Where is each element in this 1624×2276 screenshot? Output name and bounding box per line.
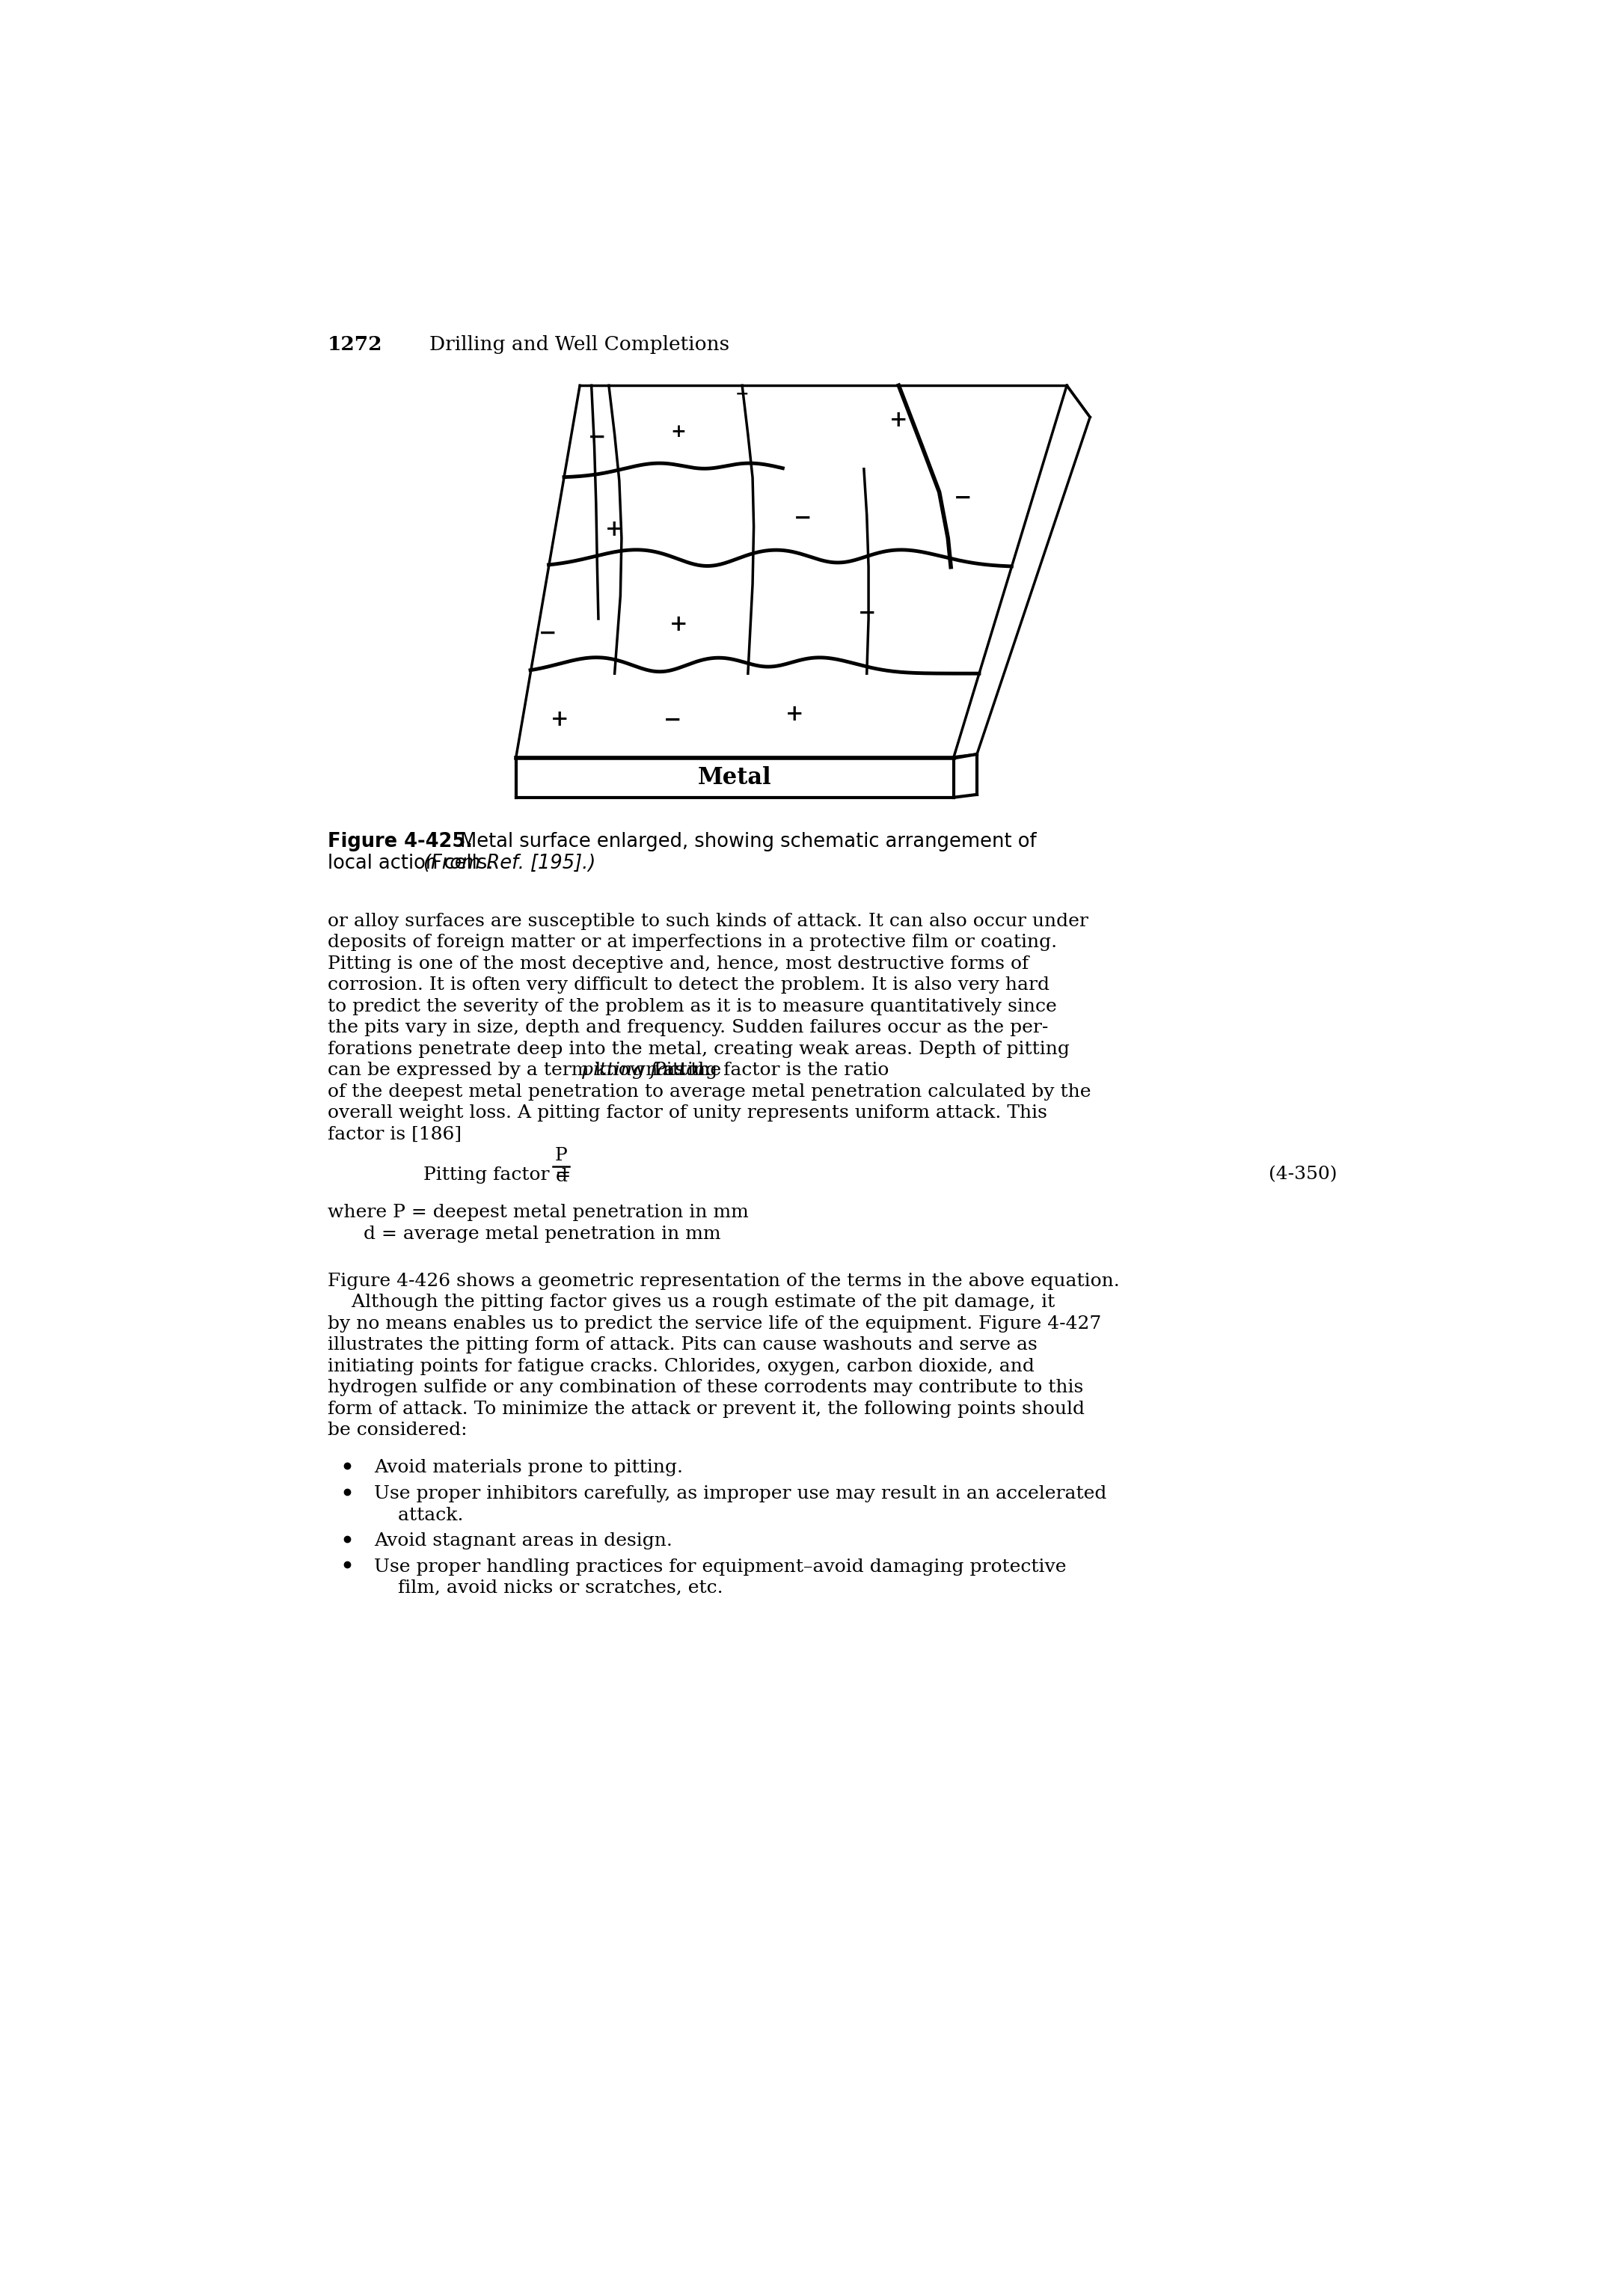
Text: corrosion. It is often very difficult to detect the problem. It is also very har: corrosion. It is often very difficult to… <box>328 976 1049 995</box>
Text: where P = deepest metal penetration in mm: where P = deepest metal penetration in m… <box>328 1204 749 1222</box>
Text: Use proper inhibitors carefully, as improper use may result in an accelerated: Use proper inhibitors carefully, as impr… <box>374 1486 1106 1502</box>
Text: Figure 4-426 shows a geometric representation of the terms in the above equation: Figure 4-426 shows a geometric represent… <box>328 1272 1119 1290</box>
Text: to predict the severity of the problem as it is to measure quantitatively since: to predict the severity of the problem a… <box>328 997 1057 1015</box>
Text: (4-350): (4-350) <box>1268 1165 1337 1184</box>
Text: Metal surface enlarged, showing schematic arrangement of: Metal surface enlarged, showing schemati… <box>455 833 1036 851</box>
Text: local action cells.: local action cells. <box>328 854 499 874</box>
Text: −: − <box>794 508 812 528</box>
Text: Pitting factor is the ratio: Pitting factor is the ratio <box>648 1063 888 1079</box>
Text: be considered:: be considered: <box>328 1422 468 1438</box>
Text: pitting factor.: pitting factor. <box>581 1063 710 1079</box>
Text: forations penetrate deep into the metal, creating weak areas. Depth of pitting: forations penetrate deep into the metal,… <box>328 1040 1070 1058</box>
Text: +: + <box>890 410 908 430</box>
Text: hydrogen sulfide or any combination of these corrodents may contribute to this: hydrogen sulfide or any combination of t… <box>328 1379 1083 1397</box>
Text: +: + <box>551 708 568 731</box>
Text: Metal: Metal <box>698 767 771 790</box>
Text: form of attack. To minimize the attack or prevent it, the following points shoul: form of attack. To minimize the attack o… <box>328 1400 1085 1418</box>
Text: factor is [186]: factor is [186] <box>328 1127 461 1143</box>
Text: P: P <box>555 1147 567 1165</box>
Text: by no means enables us to predict the service life of the equipment. Figure 4-42: by no means enables us to predict the se… <box>328 1316 1101 1331</box>
Text: +: + <box>669 615 687 635</box>
Text: deposits of foreign matter or at imperfections in a protective film or coating.: deposits of foreign matter or at imperfe… <box>328 933 1057 951</box>
Text: +: + <box>784 703 804 724</box>
Text: +: + <box>671 423 687 442</box>
Text: Pitting factor =: Pitting factor = <box>424 1165 577 1184</box>
Text: Figure 4-425.: Figure 4-425. <box>328 833 473 851</box>
Text: Although the pitting factor gives us a rough estimate of the pit damage, it: Although the pitting factor gives us a r… <box>328 1295 1056 1311</box>
Text: −: − <box>588 426 606 448</box>
Text: Drilling and Well Completions: Drilling and Well Completions <box>429 335 729 355</box>
Text: can be expressed by a term known as the: can be expressed by a term known as the <box>328 1063 728 1079</box>
Text: Avoid stagnant areas in design.: Avoid stagnant areas in design. <box>374 1532 672 1550</box>
Text: attack.: attack. <box>374 1507 463 1523</box>
Text: d = average metal penetration in mm: d = average metal penetration in mm <box>328 1224 721 1243</box>
Text: d: d <box>555 1168 567 1186</box>
Text: Avoid materials prone to pitting.: Avoid materials prone to pitting. <box>374 1459 684 1477</box>
Text: initiating points for fatigue cracks. Chlorides, oxygen, carbon dioxide, and: initiating points for fatigue cracks. Ch… <box>328 1359 1034 1375</box>
Text: of the deepest metal penetration to average metal penetration calculated by the: of the deepest metal penetration to aver… <box>328 1083 1091 1099</box>
Text: −: − <box>664 708 682 731</box>
Text: the pits vary in size, depth and frequency. Sudden failures occur as the per-: the pits vary in size, depth and frequen… <box>328 1020 1047 1036</box>
Text: Pitting is one of the most deceptive and, hence, most destructive forms of: Pitting is one of the most deceptive and… <box>328 956 1028 972</box>
Text: film, avoid nicks or scratches, etc.: film, avoid nicks or scratches, etc. <box>374 1580 723 1598</box>
Text: −: − <box>539 621 557 644</box>
Text: (From Ref. [195].): (From Ref. [195].) <box>424 854 596 874</box>
Text: −: − <box>953 487 971 508</box>
Text: Use proper handling practices for equipment–avoid damaging protective: Use proper handling practices for equipm… <box>374 1559 1067 1575</box>
Text: 1272: 1272 <box>328 335 383 355</box>
Text: −: − <box>857 603 875 624</box>
Text: illustrates the pitting form of attack. Pits can cause washouts and serve as: illustrates the pitting form of attack. … <box>328 1336 1038 1354</box>
Text: +: + <box>606 519 624 539</box>
Text: overall weight loss. A pitting factor of unity represents uniform attack. This: overall weight loss. A pitting factor of… <box>328 1104 1047 1122</box>
Text: −: − <box>736 387 749 403</box>
Text: or alloy surfaces are susceptible to such kinds of attack. It can also occur und: or alloy surfaces are susceptible to suc… <box>328 913 1088 931</box>
